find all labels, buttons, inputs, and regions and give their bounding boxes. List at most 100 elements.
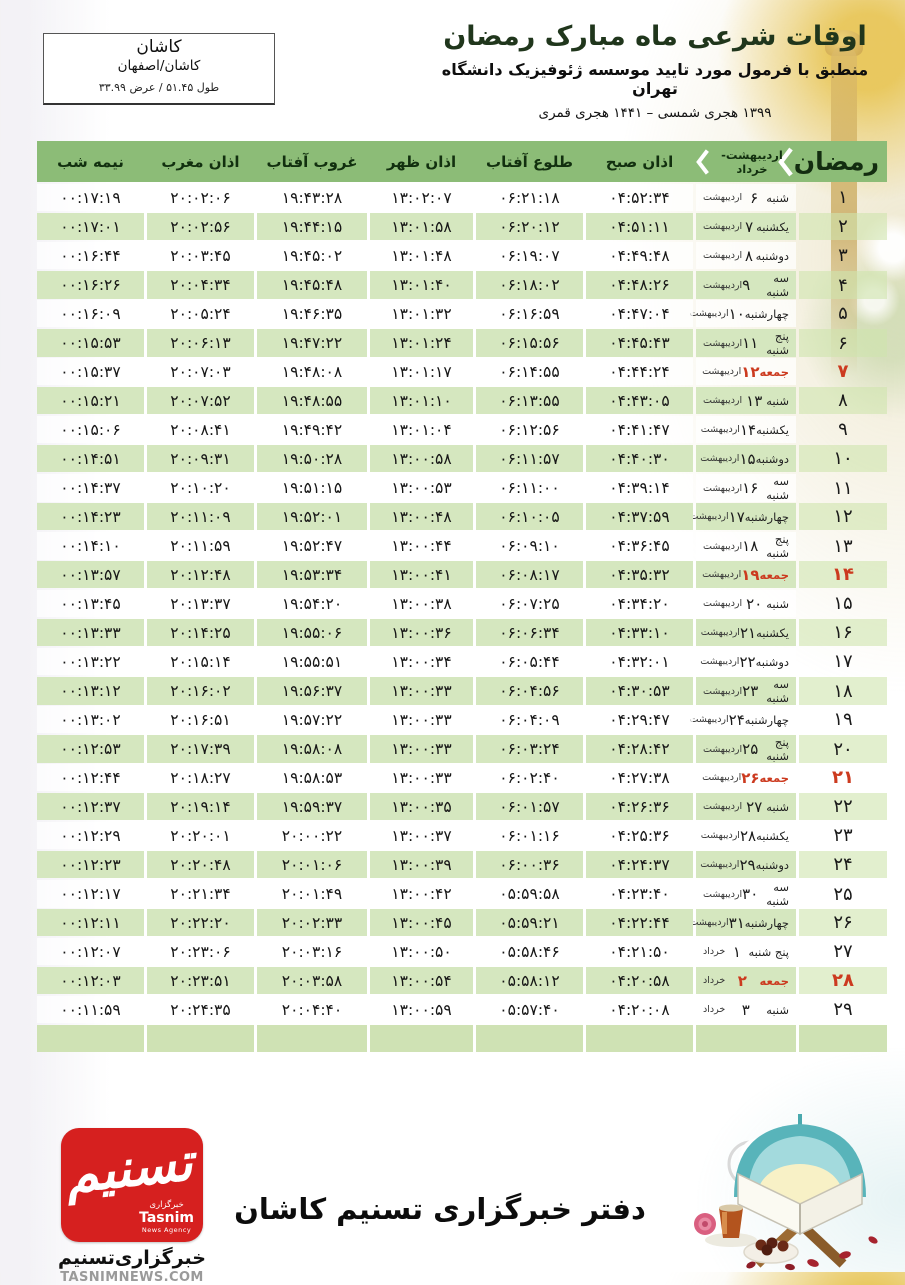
midnight-time: ۰۰:۱۲:۲۹ — [37, 822, 144, 849]
date-number: ۳ — [741, 1000, 750, 1019]
sunset-time: ۲۰:۰۳:۱۶ — [257, 938, 367, 965]
month-label: اردیبهشت — [700, 627, 740, 638]
azan-sobh-time: ۰۴:۴۳:۰۵ — [586, 387, 693, 414]
sunrise-time: ۰۶:۱۶:۵۹ — [476, 300, 583, 327]
azan-maghreb-time: ۲۰:۱۶:۵۱ — [147, 706, 254, 733]
weekday-label: یکشنبه — [756, 219, 789, 234]
sunset-time: ۱۹:۴۶:۳۵ — [257, 300, 367, 327]
date-number: ۲۰ — [746, 594, 763, 613]
month-label: اردیبهشت — [703, 801, 743, 812]
month-range-label: اردیبهشت-خرداد — [721, 147, 783, 176]
sunset-time: ۱۹:۵۶:۳۷ — [257, 677, 367, 705]
weekday-label: دوشنبه — [755, 248, 789, 263]
azan-zohr-time: ۱۳:۰۲:۰۷ — [370, 184, 473, 211]
date-cell: چهارشنبه ۱۰ اردیبهشت — [690, 300, 796, 327]
sunrise-time: ۰۶:۰۳:۲۴ — [476, 735, 583, 763]
midnight-time: ۰۰:۱۵:۰۶ — [37, 416, 144, 443]
azan-maghreb-time: ۲۰:۰۳:۴۵ — [147, 242, 254, 269]
azan-zohr-time: ۱۳:۰۰:۴۱ — [370, 561, 473, 588]
weekday-label: جمعه — [759, 567, 789, 582]
month-label: اردیبهشت — [700, 656, 740, 667]
table-row: ۷ جمعه ۱۲ اردیبهشت ۰۴:۴۴:۲۴ ۰۶:۱۴:۵۵ ۱۳:۰۱:۱۷ ۱… — [37, 358, 887, 385]
weekday-label: پنج شنبه — [766, 329, 789, 357]
date-cell: چهارشنبه ۱۷ اردیبهشت — [690, 503, 796, 530]
azan-zohr-time: ۱۳:۰۰:۴۴ — [370, 532, 473, 560]
date-cell: یکشنبه ۱۴ اردیبهشت — [696, 416, 796, 443]
midnight-time: ۰۰:۱۳:۲۲ — [37, 648, 144, 675]
midnight-time: ۰۰:۱۴:۱۰ — [37, 532, 144, 560]
azan-zohr-time: ۱۳:۰۰:۳۹ — [370, 851, 473, 878]
month-label: اردیبهشت — [703, 279, 743, 291]
table-row: ۸ شنبه ۱۳ اردیبهشت ۰۴:۴۳:۰۵ ۰۶:۱۳:۵۵ ۱۳:۰۱:۱۰ ۱… — [37, 387, 887, 414]
month-label: اردیبهشت — [689, 714, 729, 725]
sunset-time: ۲۰:۰۲:۳۳ — [257, 909, 367, 936]
date-number: ۳۰ — [742, 885, 759, 903]
weekday-label: شنبه — [766, 190, 789, 205]
date-cell: پنج شنبه ۱۱ اردیبهشت — [696, 329, 796, 357]
ramadan-day-number: ۱ — [838, 187, 848, 208]
weekday-label: چهارشنبه — [744, 712, 789, 727]
azan-maghreb-time: ۲۰:۰۹:۳۱ — [147, 445, 254, 472]
table-row: ۲۹ شنبه ۳ خرداد ۰۴:۲۰:۰۸ ۰۵:۵۷:۴۰ ۱۳:۰۰:۵۹ ۲۰:۰… — [37, 996, 887, 1023]
sunrise-time: ۰۶:۱۰:۰۵ — [476, 503, 583, 530]
sunrise-time: ۰۶:۲۰:۱۲ — [476, 213, 583, 240]
sunrise-time: ۰۶:۰۵:۴۴ — [476, 648, 583, 675]
date-number: ۱۶ — [742, 479, 759, 497]
azan-maghreb-time: ۲۰:۲۳:۵۱ — [147, 967, 254, 994]
weekday-label: سه شنبه — [766, 880, 789, 908]
sunset-time: ۱۹:۵۵:۰۶ — [257, 619, 367, 646]
date-cell: پنج شنبه ۲۵ اردیبهشت — [696, 735, 796, 763]
table-row: ۲۸ جمعه ۲ خرداد ۰۴:۲۰:۵۸ ۰۵:۵۸:۱۲ ۱۳:۰۰:۵۴ ۲۰:۰… — [37, 967, 887, 994]
date-cell: چهارشنبه ۲۴ اردیبهشت — [690, 706, 796, 733]
month-label: اردیبهشت — [703, 250, 743, 261]
sunrise-time: ۰۶:۰۹:۱۰ — [476, 532, 583, 560]
azan-maghreb-time: ۲۰:۱۱:۵۹ — [147, 532, 254, 560]
column-header-sunrise: طلوع آفتاب — [486, 152, 573, 171]
weekday-label: چهارشنبه — [744, 915, 789, 930]
date-number: ۱۷ — [728, 507, 745, 526]
azan-sobh-time: ۰۴:۲۰:۵۸ — [586, 967, 693, 994]
ramadan-day-number: ۲۳ — [833, 825, 853, 846]
azan-zohr-time: ۱۳:۰۱:۴۰ — [370, 271, 473, 299]
azan-sobh-time: ۰۴:۳۴:۲۰ — [586, 590, 693, 617]
date-number: ۲۱ — [739, 623, 757, 642]
table-header-row: رمضان اردیبهشت-خرداد اذان صبح طلوع آفتاب… — [37, 141, 887, 182]
midnight-time: ۰۰:۱۲:۲۳ — [37, 851, 144, 878]
table-row: ۱۸ سه شنبه ۲۳ اردیبهشت ۰۴:۳۰:۵۳ ۰۶:۰۴:۵۶ ۱۳:۰۰… — [37, 677, 887, 705]
sunrise-time: ۰۶:۱۱:۵۷ — [476, 445, 583, 472]
ramadan-header-label: رمضان — [793, 147, 879, 176]
sunset-time: ۱۹:۴۸:۵۵ — [257, 387, 367, 414]
page-subtitle: منطبق با فرمول مورد تایید موسسه ژئوفیزیک… — [441, 59, 869, 98]
sunset-time: ۲۰:۰۱:۰۶ — [257, 851, 367, 878]
empty-cell — [586, 1025, 693, 1052]
azan-zohr-time: ۱۳:۰۰:۵۳ — [370, 474, 473, 502]
sunset-time: ۱۹:۵۳:۳۴ — [257, 561, 367, 588]
midnight-time: ۰۰:۱۳:۴۵ — [37, 590, 144, 617]
date-cell: سه شنبه ۹ اردیبهشت — [696, 271, 796, 299]
date-cell: یکشنبه ۲۸ اردیبهشت — [696, 822, 796, 849]
sunset-time: ۱۹:۵۲:۰۱ — [257, 503, 367, 530]
month-label: اردیبهشت — [703, 482, 743, 494]
month-label: اردیبهشت — [703, 888, 743, 900]
midnight-time: ۰۰:۱۲:۰۷ — [37, 938, 144, 965]
midnight-time: ۰۰:۱۶:۴۴ — [37, 242, 144, 269]
month-label: اردیبهشت — [689, 511, 729, 522]
ramadan-day-number: ۲۱ — [832, 767, 854, 788]
weekday-label: شنبه — [766, 393, 789, 408]
month-label: اردیبهشت — [703, 598, 743, 609]
coordinates: طول ۵۱.۴۵ / عرض ۳۳.۹۹ — [98, 81, 220, 94]
table-row: ۱ شنبه ۶ اردیبهشت ۰۴:۵۲:۳۴ ۰۶:۲۱:۱۸ ۱۳:۰۲:۰۷ ۱۹… — [37, 184, 887, 211]
azan-zohr-time: ۱۳:۰۰:۳۵ — [370, 793, 473, 820]
date-number: ۱۵ — [739, 449, 756, 468]
table-row: ۹ یکشنبه ۱۴ اردیبهشت ۰۴:۴۱:۴۷ ۰۶:۱۲:۵۶ ۱۳:۰۱:۰… — [37, 416, 887, 443]
weekday-label: شنبه — [766, 799, 789, 814]
ramadan-day-number: ۳ — [838, 245, 848, 266]
sunset-time: ۱۹:۵۸:۵۳ — [257, 764, 367, 791]
ramadan-day-number: ۵ — [838, 303, 848, 324]
sunset-time: ۱۹:۵۱:۱۵ — [257, 474, 367, 502]
table-row: ۲۲ شنبه ۲۷ اردیبهشت ۰۴:۲۶:۳۶ ۰۶:۰۱:۵۷ ۱۳:۰۰:۳۵… — [37, 793, 887, 820]
azan-sobh-time: ۰۴:۴۰:۳۰ — [586, 445, 693, 472]
ramadan-day-number: ۷ — [837, 361, 849, 382]
sunrise-time: ۰۶:۰۷:۲۵ — [476, 590, 583, 617]
azan-maghreb-time: ۲۰:۱۳:۳۷ — [147, 590, 254, 617]
